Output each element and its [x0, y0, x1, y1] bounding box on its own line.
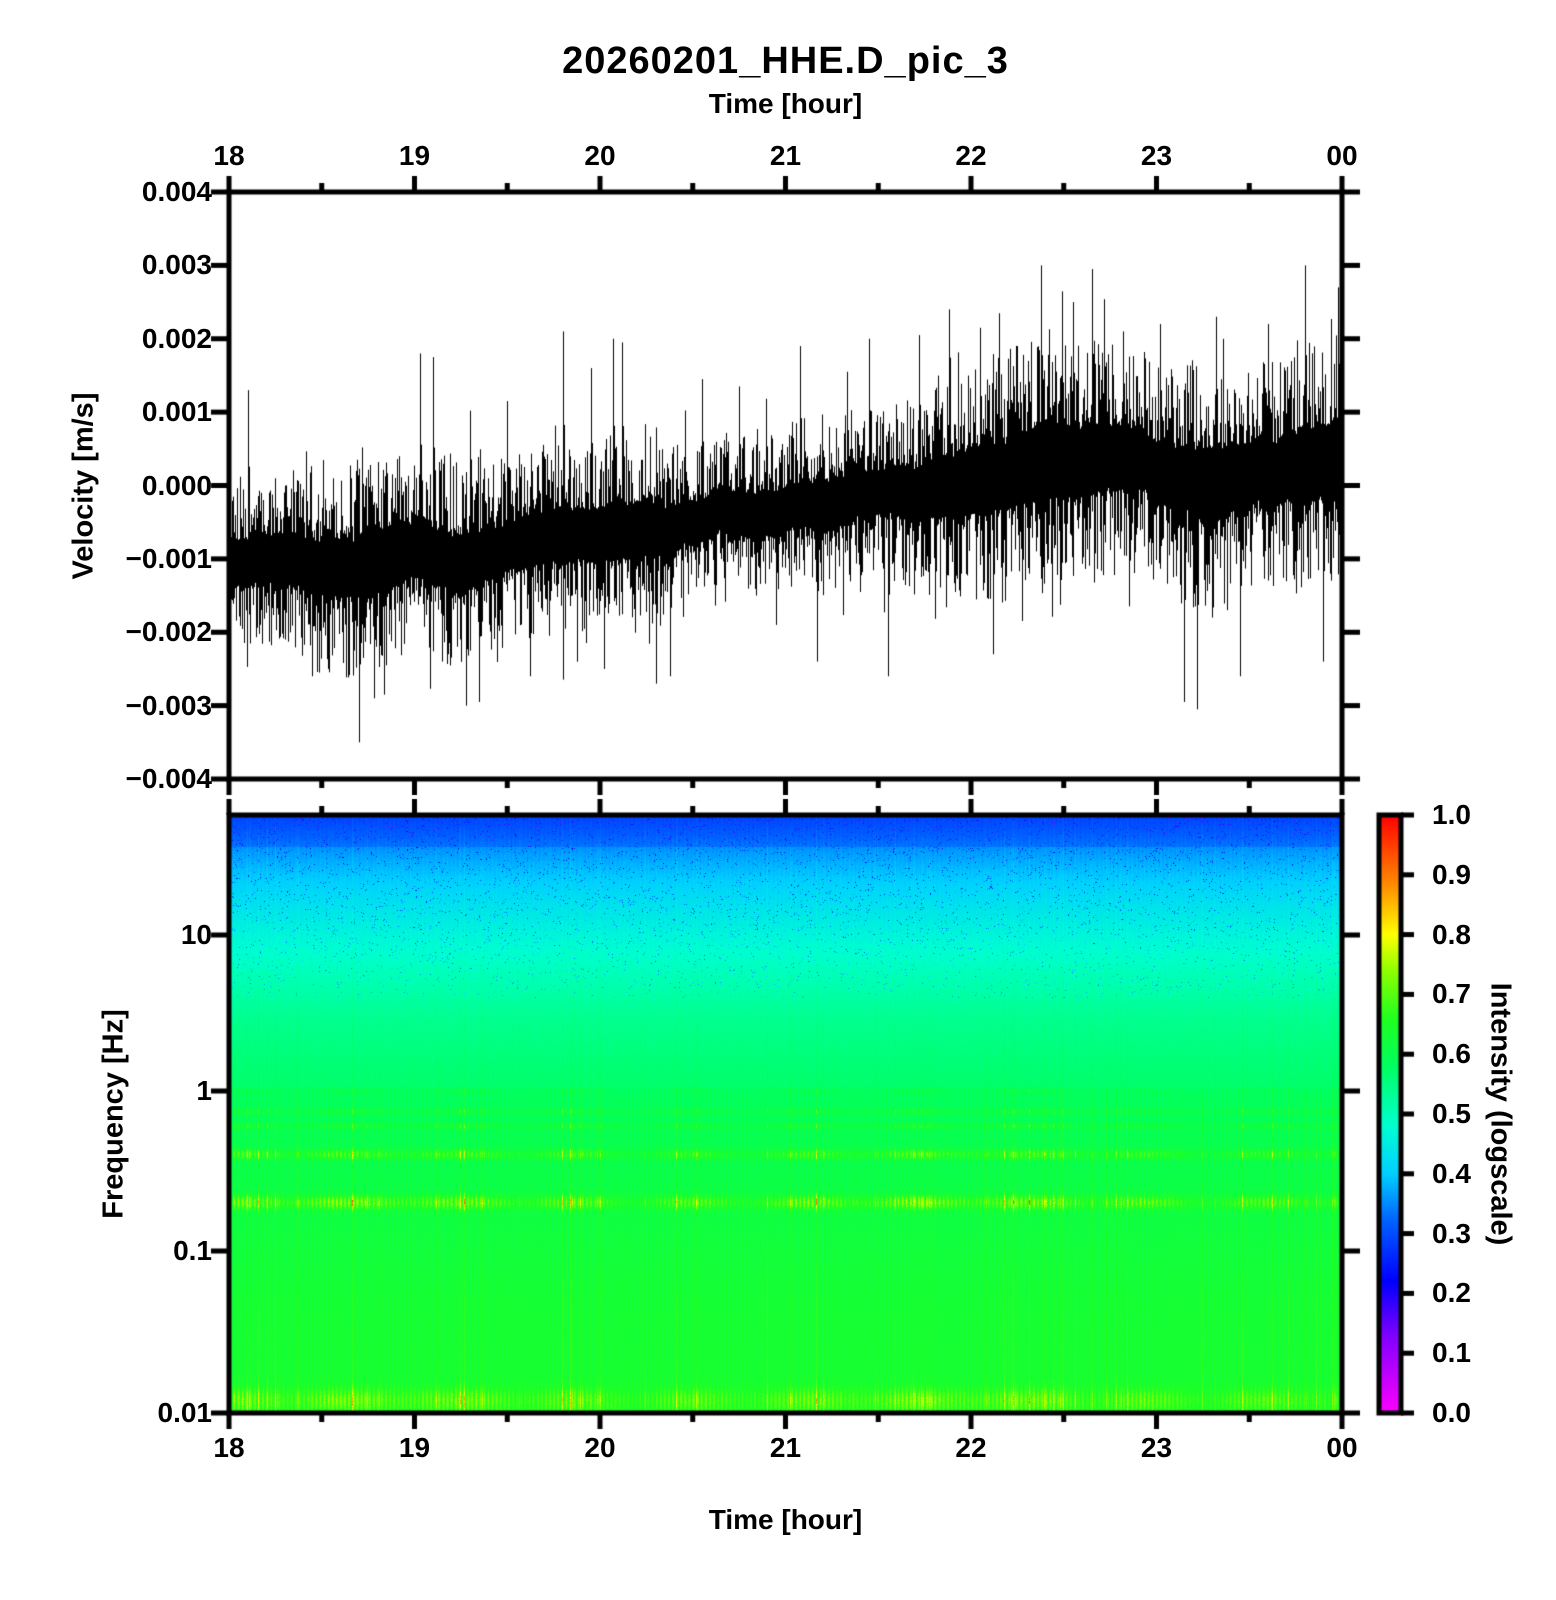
- tick-label: 0.4: [1432, 1157, 1471, 1189]
- top-x-axis-label: Time [hour]: [708, 88, 863, 119]
- tick-label: −0.001: [125, 542, 212, 574]
- tick-label: 0.8: [1432, 918, 1471, 950]
- tick-label: 0.1: [173, 1235, 212, 1266]
- tick-label: 10: [180, 919, 212, 950]
- tick-label: 19: [398, 140, 431, 171]
- tick-label: 22: [955, 140, 987, 171]
- tick-label: −0.002: [125, 616, 212, 648]
- tick-label: 0.0: [1432, 1397, 1471, 1428]
- frequency-axis-label: Frequency [Hz]: [97, 1009, 130, 1219]
- tick-label: 0.000: [141, 469, 212, 501]
- page-title: 20260201_HHE.D_pic_3: [562, 40, 1009, 82]
- tick-label: 0.004: [141, 176, 212, 207]
- tick-label: 19: [398, 1432, 431, 1463]
- tick-label: 0.6: [1432, 1038, 1471, 1070]
- tick-label: 18: [213, 140, 245, 171]
- tick-label: 0.001: [141, 396, 212, 428]
- tick-label: 0.3: [1432, 1217, 1471, 1249]
- tick-label: 0.1: [1432, 1337, 1471, 1369]
- tick-label: 23: [1140, 140, 1173, 171]
- tick-label: 20: [584, 1432, 616, 1463]
- tick-label: 0.7: [1432, 978, 1471, 1010]
- tick-label: 21: [769, 1432, 802, 1463]
- bottom-x-axis-label: Time [hour]: [708, 1504, 863, 1535]
- tick-label: 22: [955, 1432, 987, 1463]
- tick-label: 0.01: [157, 1397, 213, 1428]
- tick-label: 00: [1326, 140, 1358, 171]
- tick-label: 18: [213, 1432, 245, 1463]
- tick-label: 21: [769, 140, 802, 171]
- tick-label: 1: [196, 1075, 212, 1106]
- tick-label: 0.9: [1432, 858, 1471, 890]
- tick-label: −0.003: [125, 689, 212, 721]
- tick-label: 1.0: [1432, 799, 1471, 830]
- tick-label: 0.2: [1432, 1277, 1471, 1309]
- tick-label: −0.004: [125, 763, 212, 794]
- tick-label: 20: [584, 140, 616, 171]
- tick-label: 0.003: [141, 249, 212, 281]
- colorbar-axis-label: Intensity (logscale): [1484, 982, 1517, 1246]
- tick-label: 0.002: [141, 322, 212, 354]
- tick-label: 0.5: [1432, 1098, 1471, 1129]
- tick-label: 00: [1326, 1432, 1358, 1463]
- tick-label: 23: [1140, 1432, 1173, 1463]
